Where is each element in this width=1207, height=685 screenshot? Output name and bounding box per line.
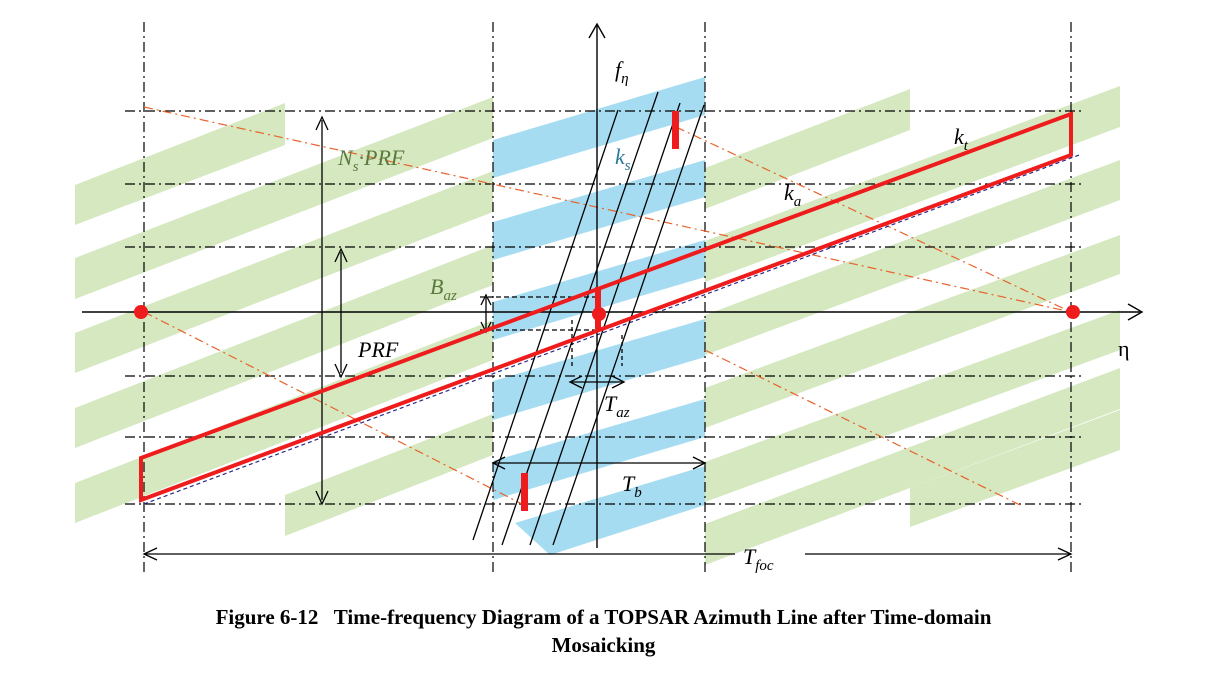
k-s-line (472, 109, 619, 541)
red-tick-bottom (521, 473, 528, 511)
blue-band (493, 77, 705, 178)
focused-area-parallelogram (139, 111, 1073, 503)
green-band (75, 103, 285, 225)
k-s-label: ks (615, 144, 631, 174)
ns-prf-label: Ns·PRF (337, 145, 405, 175)
t-b-label: Tb (622, 471, 642, 501)
k-s-line (529, 102, 681, 546)
red-dot-left (134, 305, 148, 319)
orange-dash-line (704, 349, 1021, 506)
orange-dash-line (143, 106, 1072, 313)
green-band (285, 414, 493, 536)
frequency-axis (588, 22, 606, 548)
green-band (75, 320, 493, 523)
red-dot-right (1066, 305, 1080, 319)
red-tick-top (672, 111, 679, 149)
caption-line-2: Mosaicking (551, 633, 656, 657)
figure-caption: Figure 6-12 Time-frequency Diagram of a … (0, 603, 1207, 659)
orange-dash-line (143, 311, 523, 505)
green-bands (75, 86, 1120, 565)
blue-dashed-line (143, 154, 1080, 505)
blue-band (493, 319, 705, 420)
red-markers (134, 111, 1080, 511)
prf-label: PRF (357, 337, 399, 362)
k-s-line (552, 104, 705, 546)
green-band (75, 171, 493, 373)
k-s-line (501, 91, 659, 546)
blue-band (515, 466, 705, 555)
k-a-label: ka (784, 180, 801, 210)
caption-line-1: Figure 6-12 Time-frequency Diagram of a … (215, 605, 992, 629)
green-band (705, 310, 1120, 502)
freq-axis-label: fη (615, 57, 629, 87)
green-band (705, 160, 1120, 355)
green-band (910, 410, 1120, 527)
time-axis (82, 303, 1144, 321)
red-dot-center (592, 307, 606, 321)
blue-band (493, 399, 705, 500)
green-band (75, 245, 493, 448)
k-t-label: kt (954, 124, 969, 154)
green-band (75, 97, 493, 299)
green-band (705, 368, 1120, 565)
blue-band (493, 160, 705, 260)
t-foc-label: Tfoc (743, 544, 774, 574)
k-s-lines (472, 91, 705, 546)
time-axis-label: η (1118, 336, 1130, 361)
labels: fη η Ns·PRF PRF Baz ks ka kt Taz Tb Tfoc (337, 57, 1130, 574)
topsar-time-frequency-diagram: fη η Ns·PRF PRF Baz ks ka kt Taz Tb Tfoc (75, 22, 1144, 575)
green-band (705, 235, 1120, 428)
t-az-label: Taz (604, 391, 630, 421)
orange-dash-lines (143, 106, 1072, 506)
orange-dash-line (675, 126, 1072, 313)
blue-bands (493, 77, 705, 555)
b-az-label: Baz (430, 274, 457, 304)
green-band (705, 89, 910, 209)
dimension-arrows (142, 115, 1073, 561)
